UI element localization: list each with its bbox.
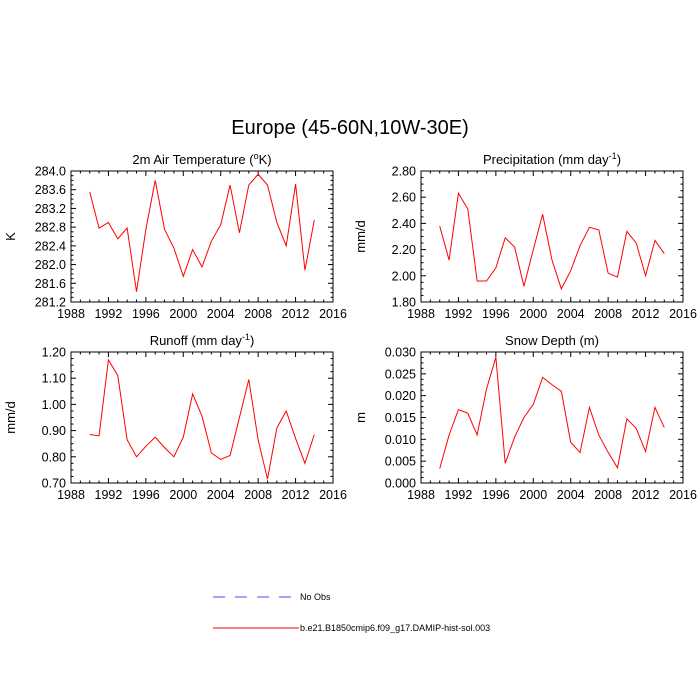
x-tick-label: 1992 bbox=[95, 307, 123, 321]
x-tick-label: 2016 bbox=[669, 488, 697, 502]
panel-precipitation: 1988 1992 1996 2000 2004 2008 2012 2016 1.80 2.00… bbox=[353, 151, 697, 321]
y-tick-label: 282.8 bbox=[35, 221, 66, 235]
series-line bbox=[439, 357, 665, 470]
panel-title-tail: ) bbox=[250, 333, 254, 348]
y-tick-label: 0.010 bbox=[385, 433, 416, 447]
series-line bbox=[89, 358, 315, 480]
x-tick-label: 2016 bbox=[669, 307, 697, 321]
figure-title: Europe (45-60N,10W-30E) bbox=[231, 117, 469, 139]
plot-frame bbox=[420, 351, 684, 484]
y-tick-label: 0.030 bbox=[385, 346, 416, 360]
panel-title-text: Snow Depth (m) bbox=[505, 333, 599, 348]
y-tick-label: 1.10 bbox=[42, 372, 66, 386]
x-tick-label: 2000 bbox=[519, 488, 547, 502]
y-tick-label: 2.20 bbox=[392, 243, 416, 257]
panel-title: Snow Depth (m) bbox=[505, 333, 599, 348]
y-tick-label: 282.4 bbox=[35, 239, 66, 253]
x-tick-label: 2004 bbox=[207, 307, 235, 321]
x-tick-label: 2008 bbox=[594, 307, 622, 321]
y-axis-label: mm/d bbox=[3, 401, 18, 434]
y-tick-label: 0.70 bbox=[42, 477, 66, 491]
x-tick-label: 1992 bbox=[445, 488, 473, 502]
x-tick-label: 1988 bbox=[407, 307, 435, 321]
panel-title-text: 2m Air Temperature ( bbox=[132, 152, 254, 167]
x-tick-label: 2012 bbox=[632, 307, 660, 321]
y-tick-label: 283.6 bbox=[35, 183, 66, 197]
y-tick-label: 284.0 bbox=[35, 165, 66, 179]
panel-title-text: Precipitation (mm day bbox=[483, 152, 609, 167]
panel-title: 2m Air Temperature (oK) bbox=[132, 151, 271, 167]
x-tick-label: 1988 bbox=[407, 488, 435, 502]
y-tick-label: 0.80 bbox=[42, 450, 66, 464]
plot-frame bbox=[420, 170, 684, 303]
y-tick-label: 2.40 bbox=[392, 217, 416, 231]
y-tick-label: 2.00 bbox=[392, 269, 416, 283]
y-tick-label: 1.20 bbox=[42, 346, 66, 360]
y-tick-label: 282.0 bbox=[35, 258, 66, 272]
x-tick-label: 2004 bbox=[557, 488, 585, 502]
x-tick-label: 1996 bbox=[132, 488, 160, 502]
panel-title-superscript: o bbox=[254, 151, 259, 161]
x-tick-label: 2016 bbox=[319, 307, 347, 321]
panel-title-tail: K) bbox=[259, 152, 272, 167]
series-line bbox=[439, 191, 665, 291]
y-tick-label: 0.020 bbox=[385, 389, 416, 403]
y-tick-label: 283.2 bbox=[35, 202, 66, 216]
panel-title: Precipitation (mm day-1) bbox=[483, 151, 621, 167]
x-tick-label: 2012 bbox=[282, 488, 310, 502]
panel-title-superscript: -1 bbox=[242, 332, 250, 342]
x-tick-label: 2004 bbox=[557, 307, 585, 321]
panel-snow-depth: 1988 1992 1996 2000 2004 2008 2012 2016 0.000 0.0… bbox=[353, 333, 697, 502]
x-tick-label: 2000 bbox=[169, 488, 197, 502]
x-tick-label: 2008 bbox=[244, 307, 272, 321]
x-tick-label: 2000 bbox=[519, 307, 547, 321]
legend-label: No Obs bbox=[300, 592, 331, 602]
series-line bbox=[89, 173, 315, 292]
y-tick-label: 281.2 bbox=[35, 296, 66, 310]
y-tick-label: 1.80 bbox=[392, 296, 416, 310]
x-tick-label: 2000 bbox=[169, 307, 197, 321]
y-axis-label: mm/d bbox=[353, 220, 368, 253]
y-tick-label: 2.60 bbox=[392, 191, 416, 205]
y-tick-label: 281.6 bbox=[35, 277, 66, 291]
y-axis-label: m bbox=[353, 412, 368, 423]
x-tick-label: 1996 bbox=[482, 307, 510, 321]
x-tick-label: 2004 bbox=[207, 488, 235, 502]
x-tick-label: 2012 bbox=[632, 488, 660, 502]
panel-title-text: Runoff (mm day bbox=[150, 333, 243, 348]
panel-title-superscript: -1 bbox=[609, 151, 617, 161]
y-axis-label: K bbox=[3, 232, 18, 241]
x-tick-label: 1988 bbox=[57, 307, 85, 321]
y-tick-label: 2.80 bbox=[392, 165, 416, 179]
panel-title: Runoff (mm day-1) bbox=[150, 332, 255, 348]
x-tick-label: 1988 bbox=[57, 488, 85, 502]
y-tick-label: 0.90 bbox=[42, 424, 66, 438]
x-tick-label: 2008 bbox=[594, 488, 622, 502]
x-tick-label: 2016 bbox=[319, 488, 347, 502]
plot-frame bbox=[70, 170, 334, 303]
x-tick-label: 1992 bbox=[95, 488, 123, 502]
y-tick-label: 1.00 bbox=[42, 398, 66, 412]
legend: No Obs b.e21.B1850cmip6.f09_g17.DAMIP-his… bbox=[213, 592, 490, 633]
panel-runoff: 1988 1992 1996 2000 2004 2008 2012 2016 0.70 0.80… bbox=[3, 332, 347, 502]
x-tick-label: 1996 bbox=[132, 307, 160, 321]
y-tick-label: 0.025 bbox=[385, 367, 416, 381]
y-tick-label: 0.005 bbox=[385, 455, 416, 469]
panel-air-temperature: 1988 1992 1996 2000 2004 2008 2012 2016 281.2 281… bbox=[3, 151, 347, 321]
y-tick-label: 0.015 bbox=[385, 411, 416, 425]
legend-label: b.e21.B1850cmip6.f09_g17.DAMIP-hist-sol.… bbox=[300, 623, 490, 633]
x-tick-label: 2012 bbox=[282, 307, 310, 321]
panel-title-tail: ) bbox=[617, 152, 621, 167]
y-tick-label: 0.000 bbox=[385, 477, 416, 491]
x-tick-label: 1992 bbox=[445, 307, 473, 321]
x-tick-label: 2008 bbox=[244, 488, 272, 502]
x-tick-label: 1996 bbox=[482, 488, 510, 502]
